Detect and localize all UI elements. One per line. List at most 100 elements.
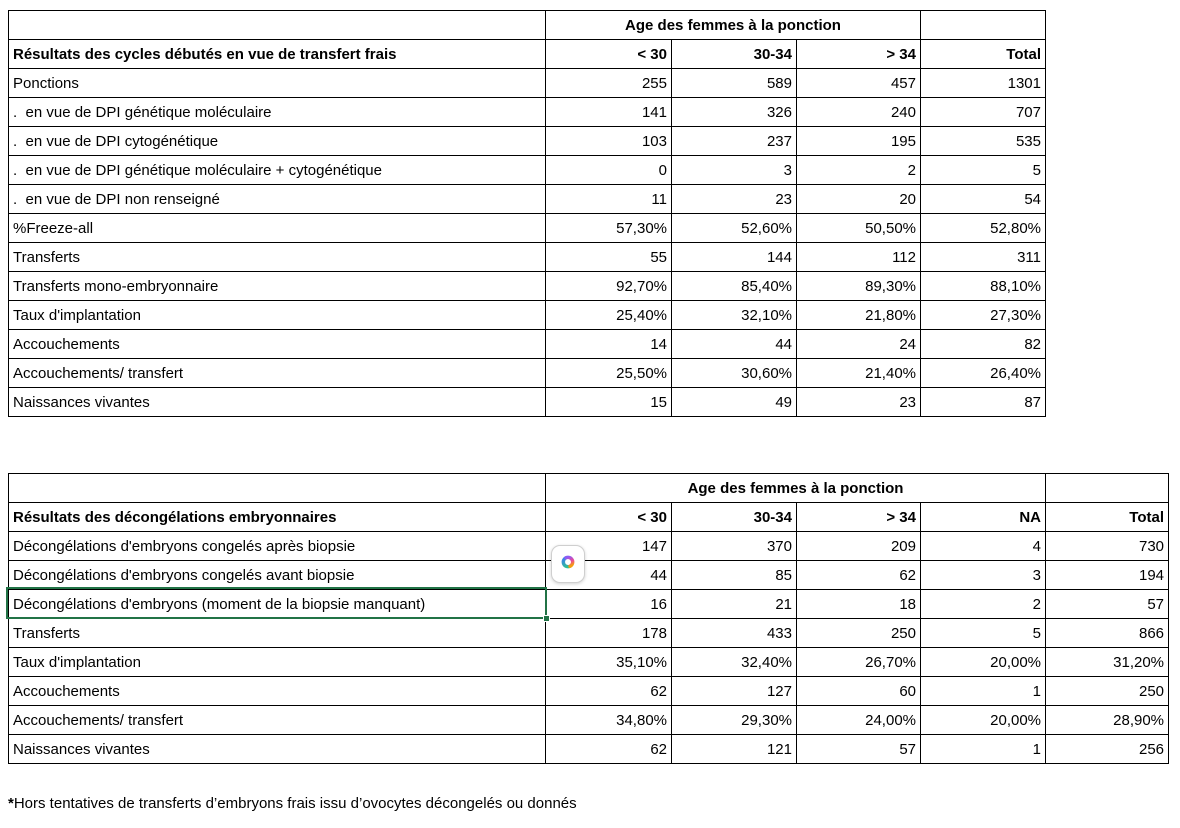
row-label-cell[interactable]: Transferts: [8, 242, 546, 272]
value-cell[interactable]: 49: [671, 387, 797, 417]
value-cell[interactable]: 370: [671, 531, 797, 561]
table2-col-total[interactable]: Total: [1045, 502, 1170, 532]
row-label-cell[interactable]: Accouchements/ transfert: [8, 358, 546, 388]
value-cell[interactable]: 1: [919, 734, 1047, 764]
value-cell[interactable]: 52,60%: [671, 213, 797, 243]
row-label-cell[interactable]: . en vue de DPI génétique moléculaire + …: [8, 155, 546, 185]
value-cell[interactable]: 311: [920, 242, 1046, 272]
row-label-cell[interactable]: Taux d'implantation: [8, 300, 546, 330]
value-cell[interactable]: 457: [796, 68, 921, 98]
value-cell[interactable]: 82: [920, 329, 1046, 359]
row-label-cell[interactable]: Décongélations d'embryons congelés après…: [8, 531, 546, 561]
row-label-cell[interactable]: Ponctions: [8, 68, 546, 98]
value-cell[interactable]: 730: [1045, 531, 1170, 561]
row-label-cell[interactable]: Naissances vivantes: [8, 387, 546, 417]
value-cell[interactable]: 85,40%: [671, 271, 797, 301]
table1-col-30-34[interactable]: 30-34: [671, 39, 797, 69]
value-cell[interactable]: 50,50%: [796, 213, 921, 243]
table2-col-na[interactable]: NA: [919, 502, 1047, 532]
value-cell[interactable]: 44: [671, 329, 797, 359]
value-cell[interactable]: 3: [671, 155, 797, 185]
table2-age-header-cell[interactable]: Age des femmes à la ponction: [544, 473, 1047, 503]
value-cell[interactable]: 62: [796, 560, 921, 590]
value-cell[interactable]: 18: [796, 589, 921, 619]
table1-title-cell[interactable]: Résultats des cycles débutés en vue de t…: [8, 39, 546, 69]
value-cell[interactable]: 20: [796, 184, 921, 214]
value-cell[interactable]: 32,40%: [671, 647, 797, 677]
value-cell[interactable]: 21,80%: [796, 300, 921, 330]
row-label-cell[interactable]: . en vue de DPI génétique moléculaire: [8, 97, 546, 127]
row-label-cell[interactable]: . en vue de DPI non renseigné: [8, 184, 546, 214]
value-cell[interactable]: 57: [796, 734, 921, 764]
value-cell[interactable]: 255: [545, 68, 672, 98]
value-cell[interactable]: 24,00%: [796, 705, 921, 735]
value-cell[interactable]: 250: [796, 618, 921, 648]
table1-col-lt30[interactable]: < 30: [545, 39, 672, 69]
value-cell[interactable]: 85: [671, 560, 797, 590]
value-cell[interactable]: 178: [545, 618, 672, 648]
value-cell[interactable]: 31,20%: [1045, 647, 1170, 677]
value-cell[interactable]: 5: [920, 155, 1046, 185]
copilot-button[interactable]: [551, 545, 585, 583]
value-cell[interactable]: 20,00%: [919, 705, 1047, 735]
value-cell[interactable]: 62: [545, 676, 672, 706]
value-cell[interactable]: 3: [919, 560, 1047, 590]
table1-col-gt34[interactable]: > 34: [796, 39, 921, 69]
value-cell[interactable]: 16: [545, 589, 672, 619]
value-cell[interactable]: 21: [671, 589, 797, 619]
value-cell[interactable]: 11: [545, 184, 672, 214]
value-cell[interactable]: 0: [545, 155, 672, 185]
value-cell[interactable]: 256: [1045, 734, 1170, 764]
value-cell[interactable]: 25,40%: [545, 300, 672, 330]
value-cell[interactable]: 195: [796, 126, 921, 156]
value-cell[interactable]: 194: [1045, 560, 1170, 590]
value-cell[interactable]: 26,70%: [796, 647, 921, 677]
value-cell[interactable]: 30,60%: [671, 358, 797, 388]
value-cell[interactable]: 57: [1045, 589, 1170, 619]
value-cell[interactable]: 141: [545, 97, 672, 127]
value-cell[interactable]: 62: [545, 734, 672, 764]
row-label-cell[interactable]: . en vue de DPI cytogénétique: [8, 126, 546, 156]
table1-total-corner-cell[interactable]: [920, 10, 1046, 40]
value-cell[interactable]: 112: [796, 242, 921, 272]
row-label-cell[interactable]: Taux d'implantation: [8, 647, 546, 677]
value-cell[interactable]: 326: [671, 97, 797, 127]
value-cell[interactable]: 27,30%: [920, 300, 1046, 330]
value-cell[interactable]: 4: [919, 531, 1047, 561]
value-cell[interactable]: 24: [796, 329, 921, 359]
value-cell[interactable]: 23: [796, 387, 921, 417]
value-cell[interactable]: 29,30%: [671, 705, 797, 735]
value-cell[interactable]: 144: [671, 242, 797, 272]
value-cell[interactable]: 21,40%: [796, 358, 921, 388]
table2-total-corner-cell[interactable]: [1045, 473, 1170, 503]
table2-col-30-34[interactable]: 30-34: [671, 502, 797, 532]
value-cell[interactable]: 209: [796, 531, 921, 561]
value-cell[interactable]: 26,40%: [920, 358, 1046, 388]
value-cell[interactable]: 35,10%: [545, 647, 672, 677]
row-label-cell[interactable]: Décongélations d'embryons congelés avant…: [8, 560, 546, 590]
value-cell[interactable]: 250: [1045, 676, 1170, 706]
value-cell[interactable]: 433: [671, 618, 797, 648]
row-label-cell[interactable]: Accouchements/ transfert: [8, 705, 546, 735]
table1-corner-cell[interactable]: [8, 10, 546, 40]
value-cell[interactable]: 88,10%: [920, 271, 1046, 301]
value-cell[interactable]: 127: [671, 676, 797, 706]
value-cell[interactable]: 5: [919, 618, 1047, 648]
value-cell[interactable]: 589: [671, 68, 797, 98]
value-cell[interactable]: 1301: [920, 68, 1046, 98]
value-cell[interactable]: 32,10%: [671, 300, 797, 330]
value-cell[interactable]: 54: [920, 184, 1046, 214]
value-cell[interactable]: 52,80%: [920, 213, 1046, 243]
value-cell[interactable]: 121: [671, 734, 797, 764]
fill-handle[interactable]: [543, 615, 550, 622]
row-label-cell[interactable]: %Freeze-all: [8, 213, 546, 243]
value-cell[interactable]: 23: [671, 184, 797, 214]
value-cell[interactable]: 25,50%: [545, 358, 672, 388]
row-label-cell[interactable]: Transferts: [8, 618, 546, 648]
table2-col-lt30[interactable]: < 30: [545, 502, 672, 532]
table2-col-gt34[interactable]: > 34: [796, 502, 921, 532]
value-cell[interactable]: 55: [545, 242, 672, 272]
value-cell[interactable]: 15: [545, 387, 672, 417]
table2-corner-cell[interactable]: [8, 473, 546, 503]
value-cell[interactable]: 28,90%: [1045, 705, 1170, 735]
